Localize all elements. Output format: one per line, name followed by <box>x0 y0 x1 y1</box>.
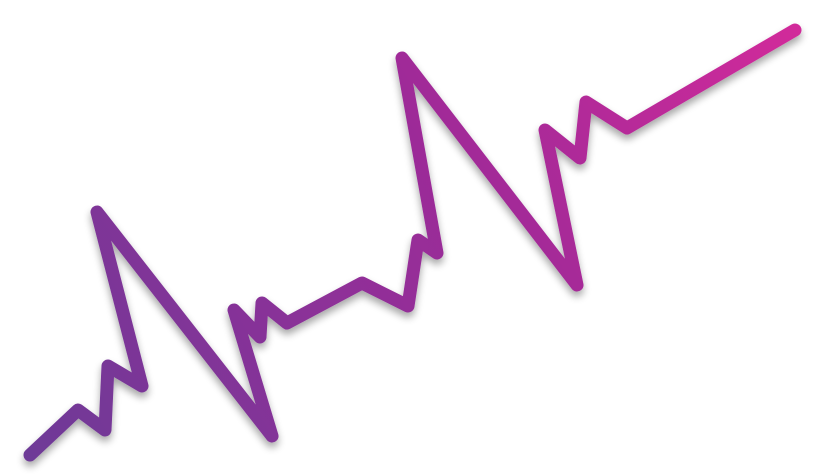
pulse-line <box>23 23 802 462</box>
